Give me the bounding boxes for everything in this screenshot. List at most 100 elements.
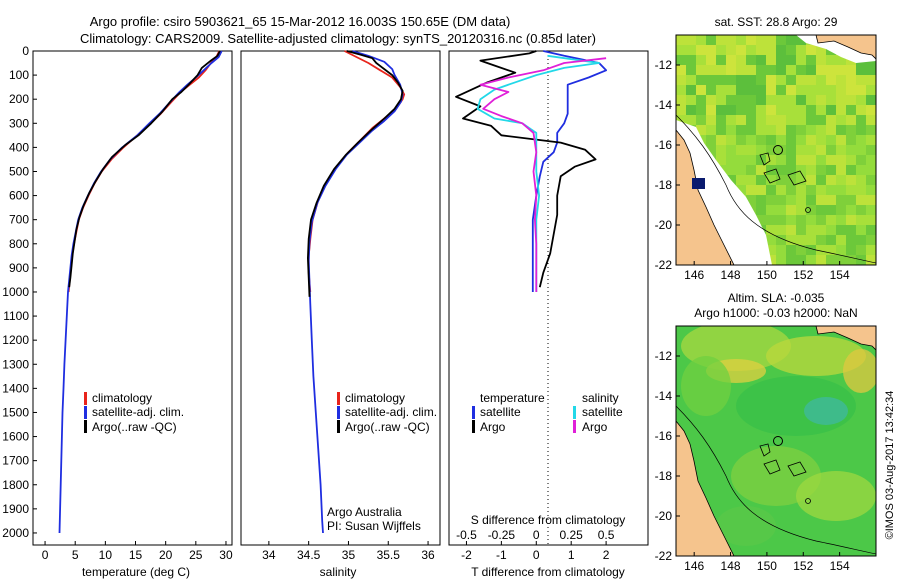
sst-cell — [836, 95, 846, 105]
sst-cell — [846, 165, 856, 175]
reef-contour-1 — [759, 443, 807, 477]
sst-cell — [736, 75, 746, 85]
argo-sst-marker — [692, 178, 705, 189]
sst-cell — [776, 45, 786, 55]
x-tick-label: -1 — [496, 548, 507, 562]
s-difference-axis: -0.5 -0.25 0 0.25 0.5 — [456, 528, 615, 542]
sst-cell — [786, 75, 796, 85]
sst-cell — [736, 115, 746, 125]
sst-cell — [746, 45, 756, 55]
sst-cell — [716, 135, 726, 145]
sst-cell — [836, 85, 846, 95]
sst-cell — [766, 155, 776, 165]
sla-map-axes: 146 148 150 152 154 -12 -14 -16 -18 -20 -22 — [655, 349, 850, 573]
imos-timestamp: ©IMOS 03-Aug-2017 13:42:34 — [884, 391, 896, 540]
sst-cell — [806, 45, 816, 55]
sst-cell — [836, 215, 846, 225]
sst-cell — [856, 135, 866, 145]
sst-cell — [726, 145, 736, 155]
sst-cell — [786, 195, 796, 205]
sst-cell — [736, 35, 746, 45]
temperature-series — [58, 50, 223, 534]
sst-cell — [686, 85, 696, 95]
sst-cell — [736, 125, 746, 135]
sst-cell — [806, 195, 816, 205]
sst-cell — [676, 45, 686, 55]
sst-cell — [866, 235, 876, 245]
sla-map-frame — [675, 325, 877, 557]
sst-cell — [696, 115, 706, 125]
series-line-t-argo — [455, 50, 597, 288]
sst-cell — [786, 55, 796, 65]
sst-cell — [836, 165, 846, 175]
sst-cell — [696, 75, 706, 85]
legend-swatch-t-satellite — [472, 406, 475, 419]
sst-cell — [816, 135, 826, 145]
sst-cell — [776, 125, 786, 135]
sst-cell — [816, 145, 826, 155]
sst-cell — [796, 245, 806, 255]
sst-cell — [866, 85, 876, 95]
sst-cell — [826, 65, 836, 75]
sst-cell — [816, 255, 826, 265]
small-circle-marker — [805, 207, 811, 213]
map-lat-label: -12 — [655, 58, 673, 72]
sst-cell — [746, 95, 756, 105]
temperature-panel: 0100200300400500600700800900100011001200… — [2, 44, 233, 579]
sst-cell — [826, 255, 836, 265]
map-lon-label: 148 — [721, 559, 741, 573]
sla-blob — [716, 506, 776, 546]
sla-map-title: Altim. SLA: -0.035 — [728, 291, 825, 305]
sst-cell — [856, 195, 866, 205]
sst-cell — [846, 75, 856, 85]
legend-title-temperature: temperature — [480, 391, 545, 405]
x-tick-label: 20 — [159, 548, 173, 562]
figure-title-line2: Climatology: CARS2009. Satellite-adjuste… — [80, 31, 596, 46]
sst-cell — [766, 215, 776, 225]
sst-cell — [726, 85, 736, 95]
sst-cell — [836, 185, 846, 195]
sst-cell — [866, 165, 876, 175]
salinity-x-label: salinity — [320, 565, 357, 579]
sst-cell — [726, 165, 736, 175]
sst-cell — [716, 105, 726, 115]
sst-cell — [746, 165, 756, 175]
sst-cell — [686, 105, 696, 115]
sst-cell — [846, 205, 856, 215]
difference-axes-box — [448, 50, 649, 546]
sst-cell — [686, 45, 696, 55]
sst-cell — [786, 225, 796, 235]
salinity-x-axis: 34 34.5 35 35.5 36 — [262, 541, 435, 562]
map-lat-label: -14 — [655, 98, 673, 112]
sst-cell — [816, 205, 826, 215]
sst-cell — [836, 195, 846, 205]
sst-cell — [786, 35, 796, 45]
temperature-legend: climatology satellite-adj. clim. Argo(..… — [84, 391, 184, 434]
sst-cell — [676, 95, 686, 105]
map-lon-label: 152 — [793, 559, 813, 573]
legend-swatch-s-argo — [573, 420, 576, 433]
sst-cell — [836, 175, 846, 185]
s-diff-tick-label: -0.5 — [456, 528, 477, 542]
sst-cell — [796, 215, 806, 225]
sst-cell — [816, 155, 826, 165]
sst-map-area — [676, 35, 876, 265]
legend-label-s-argo: Argo — [582, 420, 608, 434]
sst-cell — [746, 195, 756, 205]
sst-cell — [826, 185, 836, 195]
sst-cell — [756, 105, 766, 115]
sla-blob — [766, 336, 866, 376]
sst-cell — [816, 75, 826, 85]
legend-label-argo: Argo(..raw -QC) — [345, 420, 430, 434]
sst-cell — [756, 95, 766, 105]
legend-swatch-climatology — [337, 392, 340, 405]
sst-cell — [816, 55, 826, 65]
depth-tick-label: 700 — [9, 213, 29, 227]
sst-cell — [706, 115, 716, 125]
map-lat-label: -16 — [655, 429, 673, 443]
sst-cell — [866, 185, 876, 195]
x-tick-label: 2 — [603, 548, 610, 562]
sst-cell — [846, 235, 856, 245]
sst-cell — [856, 205, 866, 215]
